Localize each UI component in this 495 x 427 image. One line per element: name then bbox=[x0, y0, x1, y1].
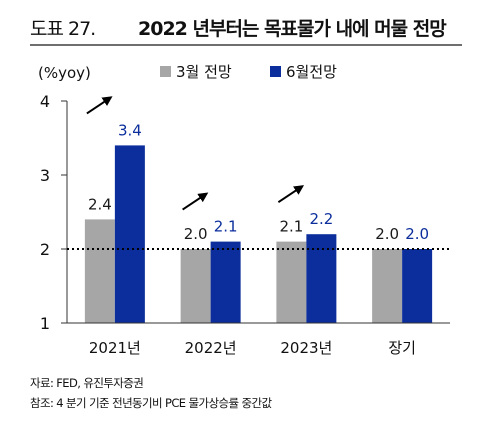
data-label: 2.0 bbox=[405, 225, 429, 243]
reference-note: 참조: 4 분기 기준 전년동기비 PCE 물가상승률 중간값 bbox=[30, 396, 272, 410]
bar bbox=[276, 241, 307, 323]
x-tick-label: 2023년 bbox=[280, 339, 332, 357]
data-label: 2.0 bbox=[184, 225, 208, 243]
x-tick-label: 장기 bbox=[388, 339, 416, 357]
bar bbox=[402, 249, 433, 323]
footnotes: 자료: FED, 유진투자증권 참조: 4 분기 기준 전년동기비 PCE 물가… bbox=[30, 373, 272, 413]
data-label: 2.1 bbox=[214, 218, 238, 236]
header-rule bbox=[30, 44, 462, 46]
data-label: 2.1 bbox=[279, 218, 303, 236]
bar bbox=[210, 241, 241, 323]
bar bbox=[180, 249, 211, 323]
bar-chart: (%yoy) 1 2 3 4 2.4 3.4 2.0 2.1 2.1 2.2 2.0 2.0 2021… bbox=[38, 63, 450, 357]
data-label: 2.2 bbox=[309, 210, 333, 228]
data-label: 2.0 bbox=[375, 225, 399, 243]
figure-number: 도표 27. bbox=[30, 18, 96, 40]
trend-arrow bbox=[182, 192, 209, 211]
y-tick-label: 2 bbox=[40, 240, 50, 259]
y-tick-label: 4 bbox=[40, 92, 50, 111]
source-note: 자료: FED, 유진투자증권 bbox=[30, 376, 144, 390]
bar bbox=[114, 145, 145, 323]
bar bbox=[84, 219, 115, 323]
trend-arrow bbox=[86, 96, 113, 115]
y-tick-label: 1 bbox=[40, 314, 50, 333]
legend-label: 3월 전망 bbox=[176, 63, 232, 81]
data-label: 2.4 bbox=[88, 195, 112, 213]
trend-arrow bbox=[277, 185, 305, 204]
figure-header: 도표 27. 2022 년부터는 목표물가 내에 머물 전망 bbox=[30, 8, 470, 40]
figure-title: 2022 년부터는 목표물가 내에 머물 전망 bbox=[138, 18, 447, 40]
bar bbox=[372, 249, 403, 323]
legend-swatch bbox=[160, 66, 171, 77]
y-tick-label: 3 bbox=[40, 166, 50, 185]
legend-swatch bbox=[270, 66, 281, 77]
y-unit-label: (%yoy) bbox=[38, 64, 91, 82]
bar bbox=[306, 234, 337, 323]
data-label: 3.4 bbox=[118, 121, 142, 139]
x-tick-label: 2022년 bbox=[185, 339, 237, 357]
legend-label: 6월전망 bbox=[286, 63, 337, 81]
x-tick-label: 2021년 bbox=[89, 339, 141, 357]
